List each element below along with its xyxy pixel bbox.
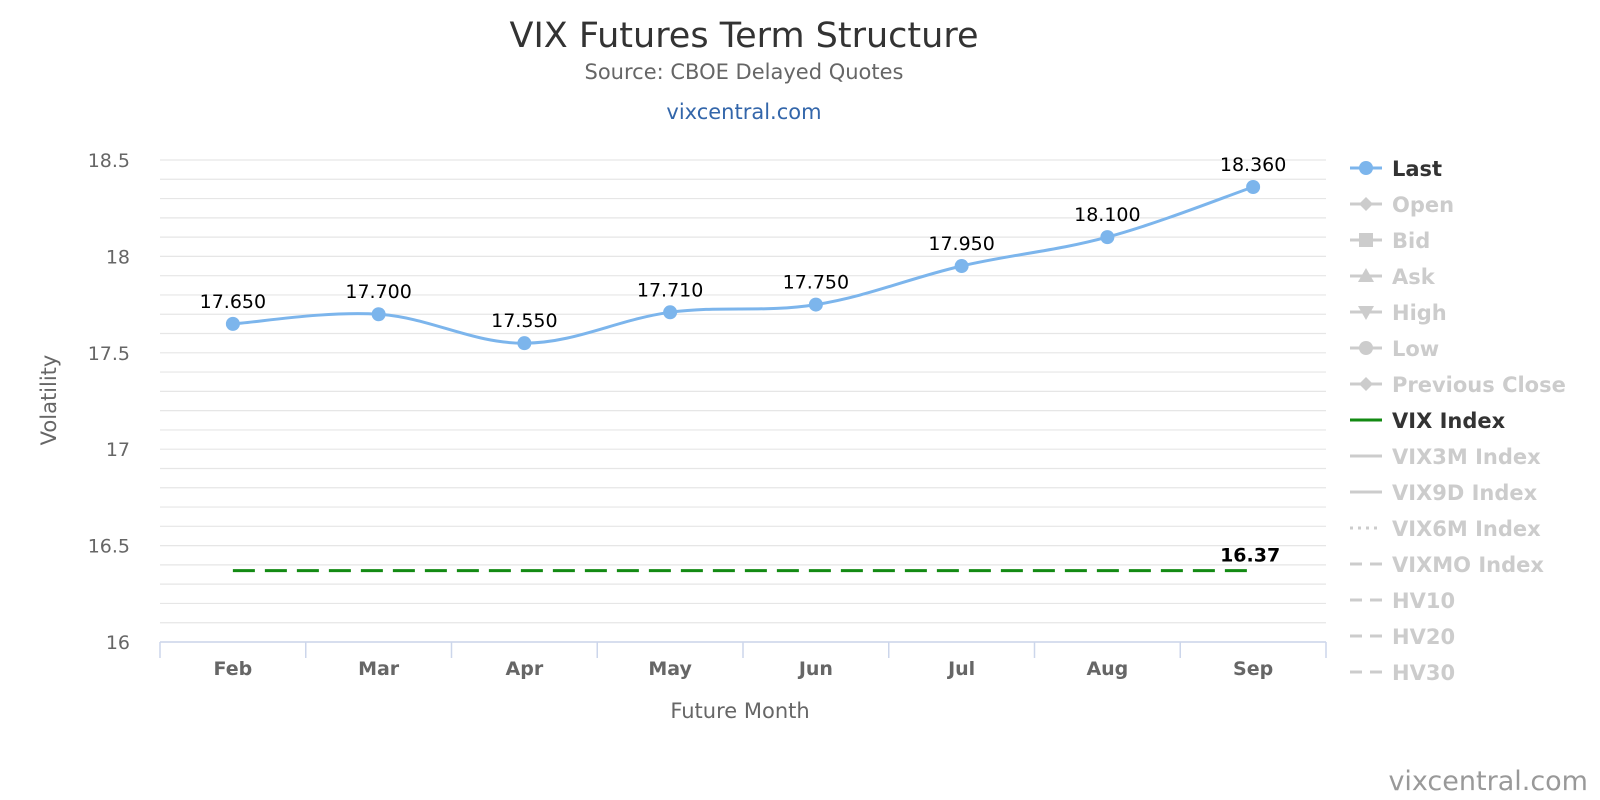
- x-tick-label: Sep: [1233, 658, 1273, 680]
- legend-label: Low: [1392, 337, 1439, 361]
- legend-item-previous-close[interactable]: Previous Close: [1350, 373, 1566, 397]
- legend-item-hv10[interactable]: HV10: [1350, 589, 1455, 613]
- legend-item-open[interactable]: Open: [1350, 193, 1454, 217]
- last-data-label: 17.550: [491, 310, 557, 332]
- legend-item-ask[interactable]: Ask: [1350, 265, 1436, 289]
- legend-label: VIX6M Index: [1392, 517, 1541, 541]
- last-series-point[interactable]: [808, 297, 823, 312]
- series-group: 16.37 17.650 17.700 17.550 17.710 17.750 17.95…: [200, 154, 1286, 573]
- last-series-point[interactable]: [225, 316, 240, 331]
- last-data-label: 17.700: [345, 281, 411, 303]
- last-series-line: [232, 185, 1254, 345]
- legend-item-vixmo-index[interactable]: VIXMO Index: [1350, 553, 1544, 577]
- legend-label: VIX Index: [1392, 409, 1506, 433]
- legend-label: VIX3M Index: [1392, 445, 1541, 469]
- legend-item-low[interactable]: Low: [1350, 337, 1439, 361]
- legend-label: HV10: [1392, 589, 1455, 613]
- x-tick-label: May: [648, 658, 692, 680]
- circle-marker-icon: [1359, 161, 1373, 175]
- last-data-label: 17.650: [200, 291, 266, 313]
- last-series-point[interactable]: [517, 336, 532, 351]
- last-series-point[interactable]: [663, 305, 678, 320]
- legend-item-vix3m-index[interactable]: VIX3M Index: [1350, 445, 1541, 469]
- triangle-marker-icon: [1358, 268, 1374, 282]
- legend-label: Open: [1392, 193, 1454, 217]
- last-series-point[interactable]: [371, 307, 386, 322]
- legend-label: Ask: [1392, 265, 1436, 289]
- chart-subtitle: Source: CBOE Delayed Quotes: [585, 60, 904, 84]
- x-tick-label: Jul: [946, 658, 975, 680]
- last-data-label: 17.950: [928, 233, 994, 255]
- legend-label: Bid: [1392, 229, 1430, 253]
- gridlines: [160, 159, 1326, 643]
- last-data-label: 17.750: [783, 272, 849, 294]
- chart-title: VIX Futures Term Structure: [510, 16, 979, 56]
- legend-label: VIX9D Index: [1392, 481, 1538, 505]
- y-axis-ticks: 16 16.5 17 17.5 18 18.5: [88, 150, 130, 654]
- diamond-marker-icon: [1359, 377, 1373, 391]
- legend-item-high[interactable]: High: [1350, 301, 1447, 325]
- y-tick-label: 18: [106, 246, 130, 268]
- last-data-label: 18.100: [1074, 204, 1140, 226]
- square-marker-icon: [1359, 233, 1373, 247]
- legend-item-vix6m-index[interactable]: VIX6M Index: [1350, 517, 1541, 541]
- legend-item-vix9d-index[interactable]: VIX9D Index: [1350, 481, 1538, 505]
- y-tick-label: 17: [106, 439, 130, 461]
- legend: Last Open Bid Ask High Low Previous Close VIX I…: [1350, 157, 1566, 685]
- legend-label: High: [1392, 301, 1447, 325]
- y-tick-label: 18.5: [88, 150, 130, 172]
- x-tick-label: Apr: [506, 658, 544, 680]
- x-tick-label: Aug: [1086, 658, 1128, 680]
- last-series-point[interactable]: [1246, 179, 1261, 194]
- last-series-point[interactable]: [1100, 230, 1115, 245]
- y-axis-title: Volatility: [37, 355, 61, 446]
- x-tick-label: Feb: [214, 658, 253, 680]
- legend-label: HV30: [1392, 661, 1455, 685]
- legend-label: Previous Close: [1392, 373, 1566, 397]
- x-tick-label: Mar: [358, 658, 400, 680]
- triangle-down-marker-icon: [1358, 306, 1374, 320]
- y-tick-label: 16: [106, 632, 130, 654]
- vix-index-label: 16.37: [1220, 545, 1280, 567]
- y-tick-label: 17.5: [88, 343, 130, 365]
- legend-label: HV20: [1392, 625, 1455, 649]
- legend-item-bid[interactable]: Bid: [1350, 229, 1430, 253]
- x-tick-label: Jun: [797, 658, 833, 680]
- last-series-point[interactable]: [954, 259, 969, 274]
- legend-item-last[interactable]: Last: [1350, 157, 1442, 181]
- legend-item-hv20[interactable]: HV20: [1350, 625, 1455, 649]
- last-data-label: 17.710: [637, 279, 703, 301]
- x-axis: Feb Mar Apr May Jun Jul Aug Sep: [159, 641, 1327, 680]
- site-link[interactable]: vixcentral.com: [666, 100, 821, 124]
- diamond-marker-icon: [1359, 197, 1373, 211]
- legend-label: VIXMO Index: [1392, 553, 1544, 577]
- legend-item-vix-index[interactable]: VIX Index: [1350, 409, 1506, 433]
- credit-link[interactable]: vixcentral.com: [1388, 766, 1588, 797]
- legend-label: Last: [1392, 157, 1442, 181]
- y-tick-label: 16.5: [88, 536, 130, 558]
- last-data-label: 18.360: [1220, 154, 1286, 176]
- legend-item-hv30[interactable]: HV30: [1350, 661, 1455, 685]
- circle-marker-icon: [1359, 341, 1373, 355]
- x-axis-title: Future Month: [670, 699, 809, 723]
